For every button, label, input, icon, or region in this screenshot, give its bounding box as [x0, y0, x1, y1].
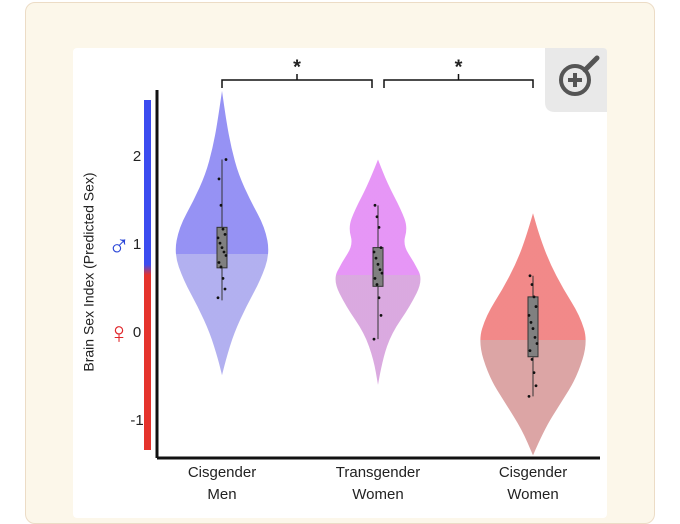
- data-point: [530, 357, 534, 361]
- data-point: [221, 277, 225, 280]
- data-point: [373, 277, 377, 280]
- data-point: [224, 254, 228, 257]
- data-point: [527, 313, 531, 317]
- data-point: [527, 394, 531, 398]
- data-point: [372, 337, 376, 341]
- data-point: [534, 384, 538, 388]
- data-point: [374, 256, 378, 260]
- y-tick-label: 2: [133, 148, 141, 165]
- data-point: [223, 287, 227, 291]
- data-point: [375, 215, 379, 219]
- data-point: [531, 327, 535, 330]
- data-point: [377, 225, 381, 229]
- sex-symbol: ♂: [108, 229, 131, 262]
- data-point: [532, 295, 536, 299]
- data-point: [216, 296, 220, 300]
- page: Brain Sex Index (Predicted Sex) -1 0 1 2 ♂ ♀ *…: [25, 2, 655, 524]
- data-point: [534, 305, 538, 308]
- y-tick-label: 0: [133, 324, 141, 341]
- data-point: [528, 349, 532, 352]
- significance-bracket: [221, 74, 373, 88]
- data-point: [221, 227, 225, 231]
- data-point: [220, 246, 224, 249]
- y-tick-label: 1: [133, 236, 141, 253]
- data-point: [378, 268, 382, 271]
- data-point: [376, 262, 380, 266]
- data-point: [533, 335, 537, 339]
- sex-gradient-bar: [144, 100, 151, 450]
- data-point: [217, 261, 221, 264]
- data-point: [223, 232, 227, 236]
- data-point: [222, 250, 226, 254]
- data-point: [373, 203, 377, 207]
- data-point: [379, 313, 383, 317]
- data-point: [377, 296, 381, 300]
- data-point: [219, 203, 223, 207]
- significance-label: *: [455, 56, 463, 78]
- sex-symbol: ♀: [108, 317, 131, 350]
- data-point: [372, 250, 376, 254]
- data-point: [528, 274, 532, 278]
- zoom-button[interactable]: [545, 48, 607, 112]
- data-point: [216, 236, 220, 240]
- y-axis-label: Brain Sex Index (Predicted Sex): [81, 172, 97, 371]
- x-tick-label: Cisgender Women: [498, 464, 568, 503]
- data-point: [380, 271, 384, 275]
- x-tick-label: Cisgender Men: [187, 464, 257, 503]
- y-tick-label: -1: [130, 412, 143, 429]
- x-tick-label: Transgender Women: [335, 464, 421, 503]
- data-point: [224, 158, 228, 161]
- significance-bracket: [383, 74, 534, 88]
- data-point: [218, 241, 222, 245]
- data-point: [532, 371, 536, 375]
- box: [372, 247, 384, 287]
- data-point: [217, 177, 221, 181]
- data-point: [375, 283, 379, 286]
- chart: Brain Sex Index (Predicted Sex) -1 0 1 2 ♂ ♀ *…: [81, 48, 607, 460]
- data-point: [379, 246, 383, 249]
- significance-label: *: [293, 56, 301, 78]
- data-point: [530, 283, 534, 286]
- data-point: [535, 342, 539, 345]
- data-point: [529, 321, 533, 324]
- data-point: [219, 265, 223, 269]
